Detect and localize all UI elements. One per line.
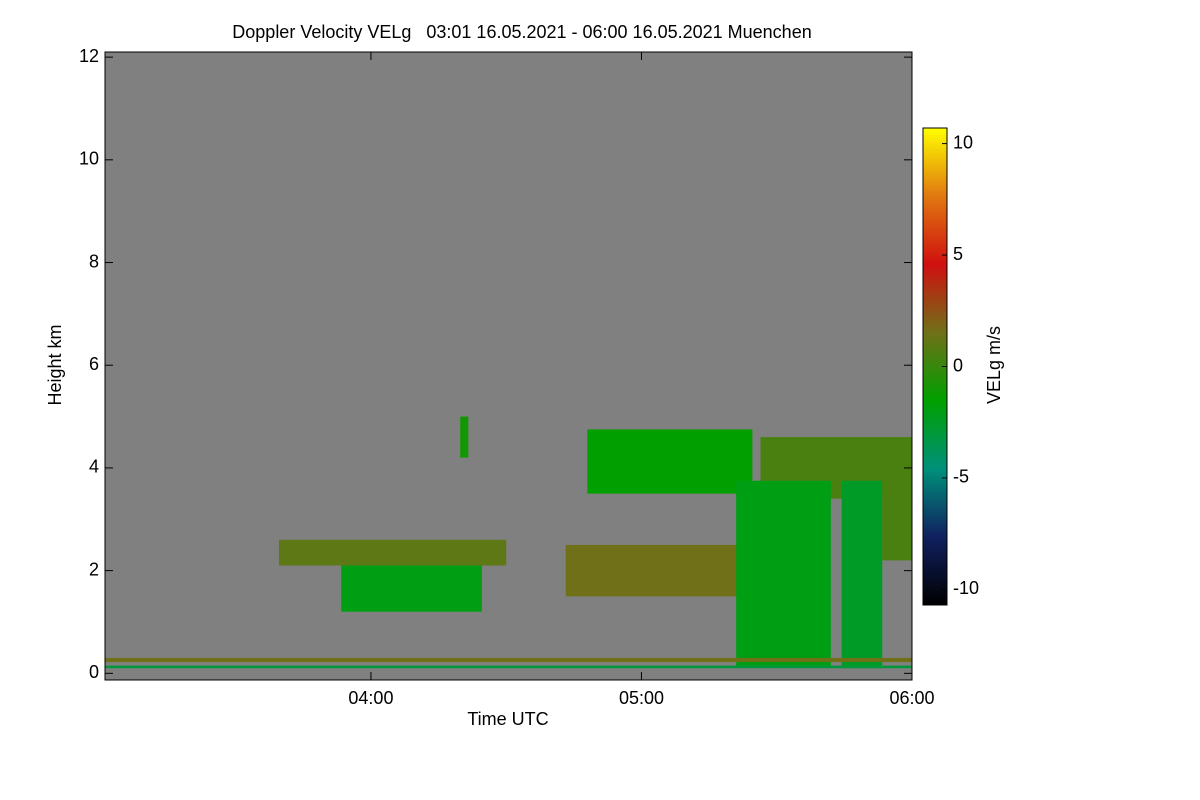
y-tick-label: 2 [89,559,99,579]
chart-title: Doppler Velocity VELg 03:01 16.05.2021 -… [232,22,811,42]
y-tick-label: 10 [79,149,99,169]
y-tick-label: 0 [89,662,99,682]
y-tick-label: 4 [89,457,99,477]
colorbar-tick-label: 0 [953,355,963,375]
echo-cell [278,539,507,566]
x-axis-label: Time UTC [467,709,548,729]
x-tick-label: 04:00 [348,688,393,708]
colorbar-tick-label: 10 [953,132,973,152]
y-tick-label: 8 [89,251,99,271]
echo-cell [341,565,482,612]
x-tick-label: 05:00 [619,688,664,708]
echo-cell [587,429,753,494]
colorbar-tick-label: 5 [953,244,963,264]
y-axis-label: Height km [45,324,65,405]
echo-cell [460,416,469,458]
echo-cell [105,665,912,669]
colorbar-tick-label: -10 [953,578,979,598]
echo-cell [882,442,912,561]
plot-frame [104,51,913,681]
colorbar-tick-label: -5 [953,467,969,487]
echo-cell [565,544,742,597]
y-tick-label: 12 [79,46,99,66]
echo-cell [105,657,912,663]
echo-cell [841,480,883,669]
colorbar-label: VELg m/s [984,326,1004,404]
echo-cell [736,480,831,666]
y-tick-label: 6 [89,354,99,374]
x-tick-label: 06:00 [889,688,934,708]
